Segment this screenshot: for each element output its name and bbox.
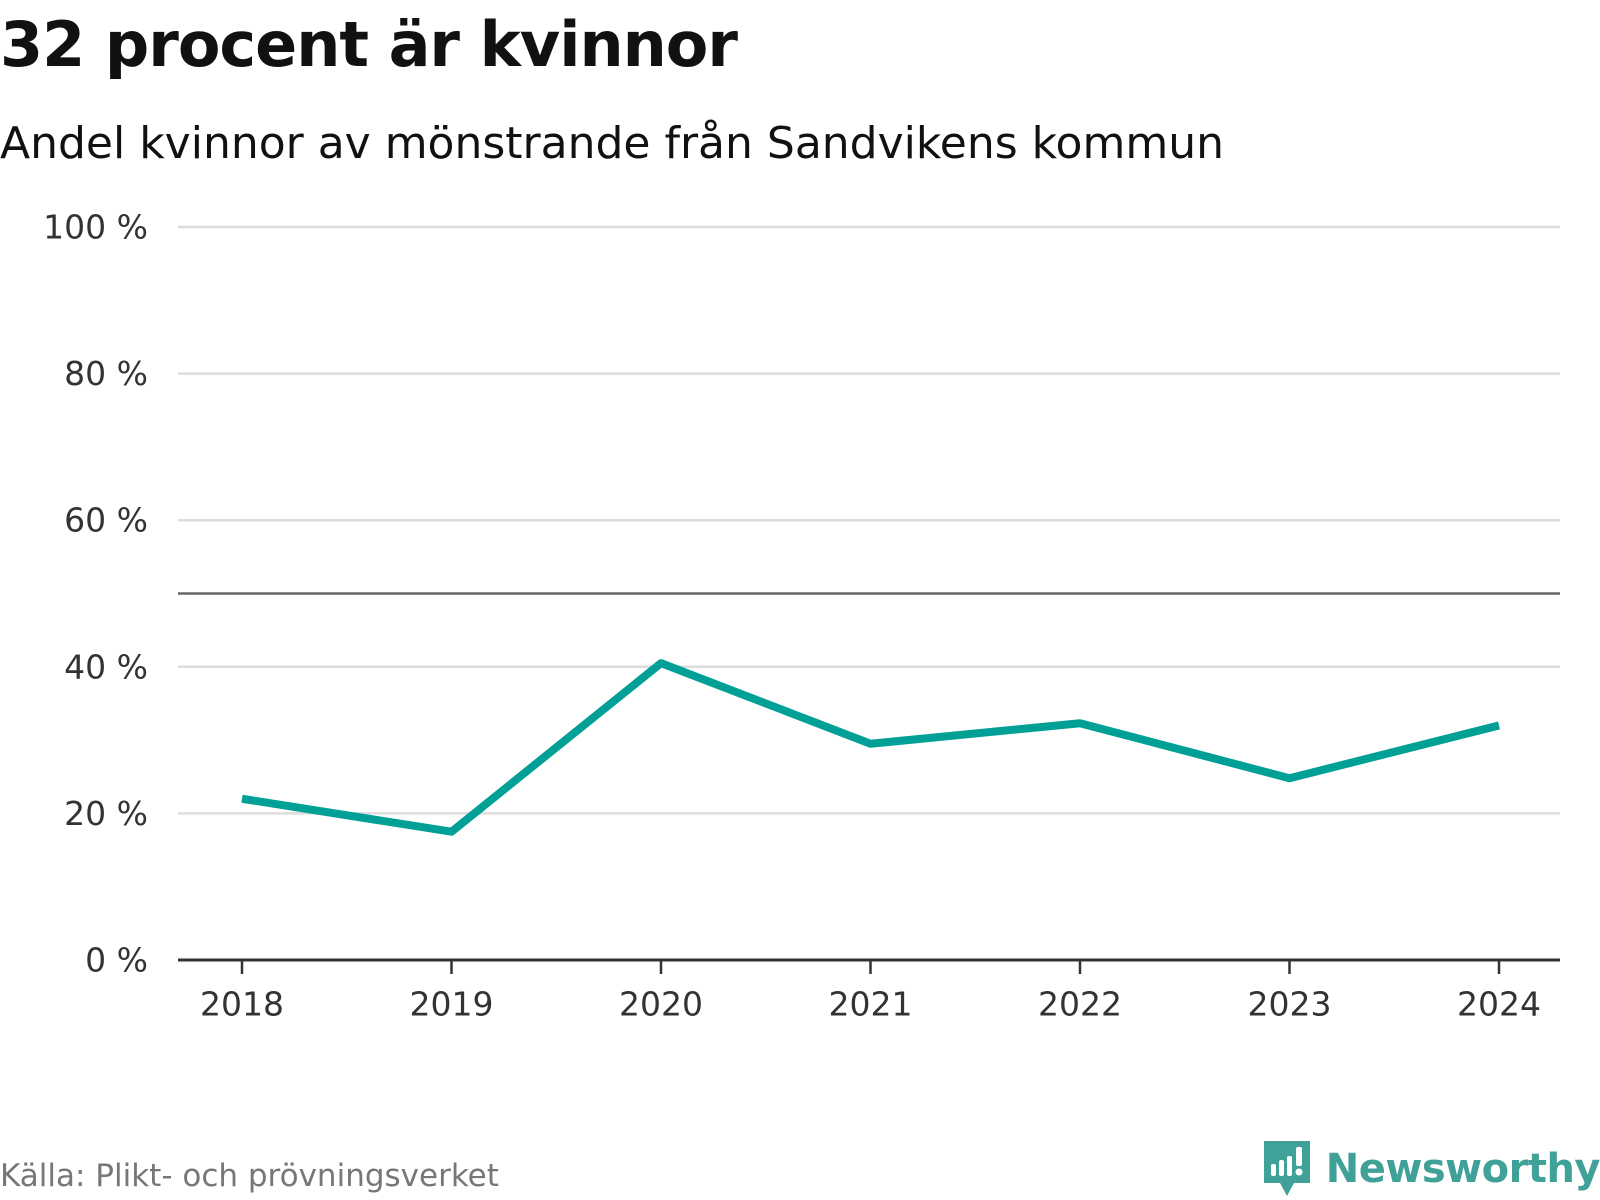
y-tick-label-80: 80 %: [64, 354, 148, 393]
y-tick-label-20: 20 %: [64, 794, 148, 833]
x-tick-label-2019: 2019: [410, 985, 494, 1024]
y-tick-label-0: 0 %: [85, 941, 148, 980]
chart-subtitle: Andel kvinnor av mönstrande från Sandvik…: [0, 118, 1224, 169]
series-line-0: [241, 659, 1500, 836]
x-tick-label-2024: 2024: [1457, 985, 1541, 1024]
series: [241, 659, 1500, 836]
x-tick-label-2023: 2023: [1248, 985, 1332, 1024]
x-tick-label-2021: 2021: [829, 985, 913, 1024]
x-axis: 2018 2019 2020 2021 2022 2023 2024: [178, 958, 1560, 1024]
x-tick-label-2022: 2022: [1038, 985, 1122, 1024]
y-tick-label-40: 40 %: [64, 647, 148, 686]
y-tick-label-100: 100 %: [43, 208, 148, 247]
gridlines: [178, 225, 1560, 815]
line-chart: 0 % 20 % 40 % 60 % 80 % 100 % 2018 2019 2020 202…: [43, 208, 1560, 1024]
y-axis-ticks: 0 % 20 % 40 % 60 % 80 % 100 %: [43, 208, 148, 980]
brand-logo: Newsworthy: [1262, 1138, 1600, 1200]
y-tick-label-60: 60 %: [64, 501, 148, 540]
source-note: Källa: Plikt- och prövningsverket: [0, 1158, 499, 1194]
x-tick-label-2020: 2020: [619, 985, 703, 1024]
newsworthy-logo-icon: [1263, 1141, 1310, 1196]
x-tick-label-2018: 2018: [200, 985, 284, 1024]
chart-title: 32 procent är kvinnor: [0, 8, 738, 81]
brand-name: Newsworthy: [1325, 1146, 1600, 1192]
